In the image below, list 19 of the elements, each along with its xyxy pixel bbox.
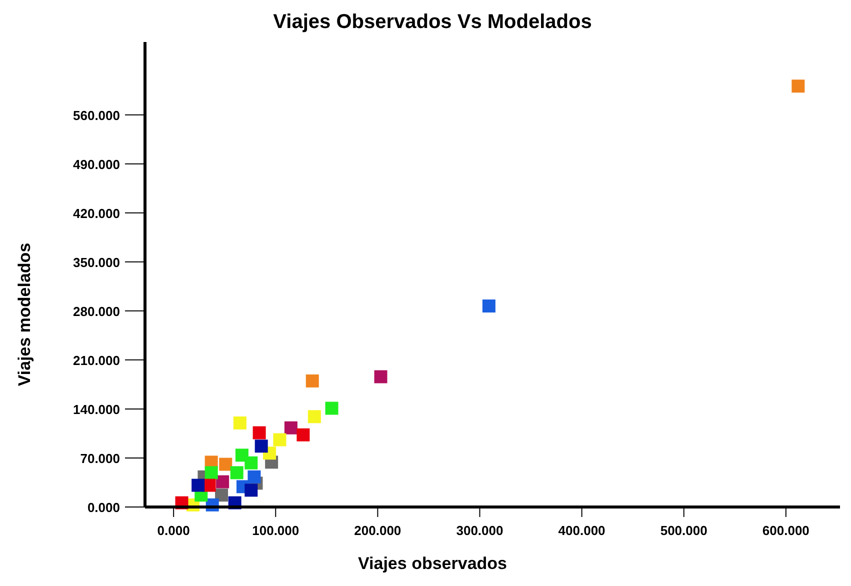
y-tick-label: 0.000	[87, 500, 120, 515]
y-tick-label: 210.000	[73, 352, 120, 368]
y-tick-label: 280.000	[73, 304, 120, 319]
y-axis-title: Viajes modelados	[15, 242, 34, 386]
x-tick-label: 0.000	[157, 523, 190, 538]
y-tick-label: 70.000	[80, 450, 120, 466]
x-tick-label: 400.000	[558, 523, 606, 538]
x-tick-label: 500.000	[660, 523, 708, 538]
x-tick-label: 600.000	[762, 523, 810, 538]
x-axis-title: Viajes observados	[358, 554, 507, 573]
y-tick-label: 420.000	[73, 206, 120, 221]
x-tick-label: 200.000	[354, 523, 402, 538]
y-tick-label: 560.000	[73, 108, 120, 123]
x-tick-label: 100.000	[252, 523, 300, 538]
y-tick-label: 490.000	[73, 156, 120, 172]
y-tick-label: 140.000	[73, 402, 120, 417]
x-tick-label: 300.000	[456, 523, 504, 538]
y-tick-label: 350.000	[73, 254, 120, 270]
chart-title: Viajes Observados Vs Modelados	[273, 11, 592, 33]
